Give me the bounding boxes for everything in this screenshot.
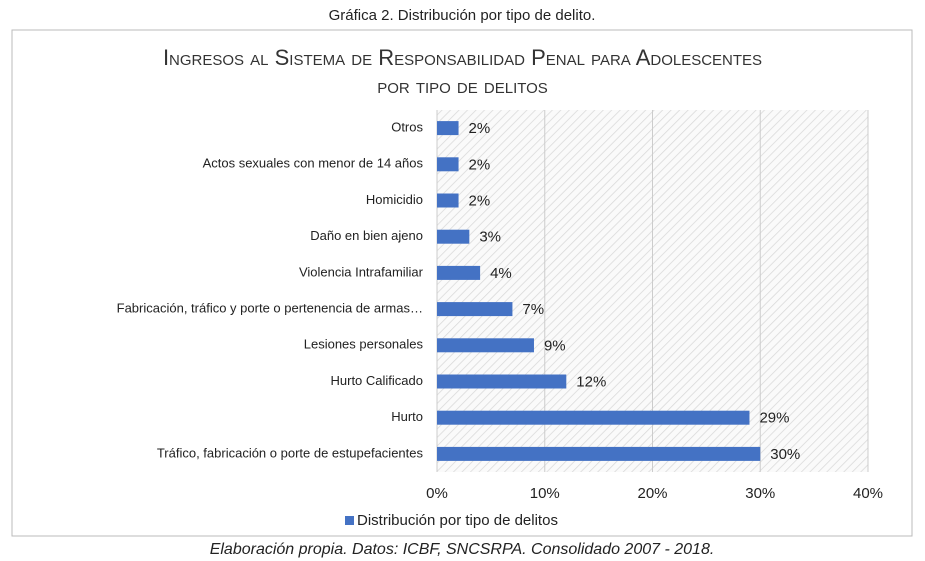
x-tick-label: 10% (530, 485, 560, 502)
bar (437, 410, 750, 425)
x-tick-label: 30% (745, 485, 775, 502)
bar (437, 446, 761, 461)
y-tick-label: Actos sexuales con menor de 14 años (203, 156, 424, 171)
data-label: 3% (479, 229, 501, 246)
data-label: 2% (469, 156, 491, 173)
bar (437, 265, 481, 280)
bar (437, 302, 513, 317)
y-tick-label: Daño en bien ajeno (310, 228, 423, 243)
y-tick-label: Lesiones personales (304, 337, 424, 352)
caption: Gráfica 2. Distribución por tipo de deli… (329, 7, 596, 24)
bar (437, 157, 459, 172)
data-label: 9% (544, 337, 566, 354)
legend-swatch (345, 516, 354, 525)
y-tick-label: Otros (391, 120, 423, 135)
y-tick-label: Homicidio (366, 192, 423, 207)
bar (437, 338, 534, 353)
source: Elaboración propia. Datos: ICBF, SNCSRPA… (210, 541, 715, 558)
legend-label: Distribución por tipo de delitos (357, 512, 558, 529)
x-tick-label: 40% (853, 485, 883, 502)
bar (437, 229, 470, 244)
x-tick-label: 20% (637, 485, 667, 502)
y-tick-label: Hurto (391, 409, 423, 424)
data-label: 2% (469, 120, 491, 137)
data-label: 29% (759, 410, 789, 427)
y-tick-label: Hurto Calificado (331, 373, 424, 388)
bar (437, 193, 459, 208)
bar (437, 121, 459, 136)
chart-frame (11, 29, 913, 537)
bar (437, 374, 567, 389)
y-tick-label: Tráfico, fabricación o porte de estupefa… (157, 445, 424, 460)
data-label: 7% (522, 301, 544, 318)
x-tick-label: 0% (426, 485, 448, 502)
data-label: 4% (490, 265, 512, 282)
chart-title: Ingresos al Sistema de Responsabilidad P… (162, 45, 763, 98)
y-tick-label: Violencia Intrafamiliar (299, 264, 424, 279)
data-label: 2% (469, 192, 491, 209)
y-tick-label: Fabricación, tráfico y porte o pertenenc… (117, 301, 423, 316)
data-label: 30% (770, 446, 800, 463)
data-label: 12% (576, 373, 606, 390)
